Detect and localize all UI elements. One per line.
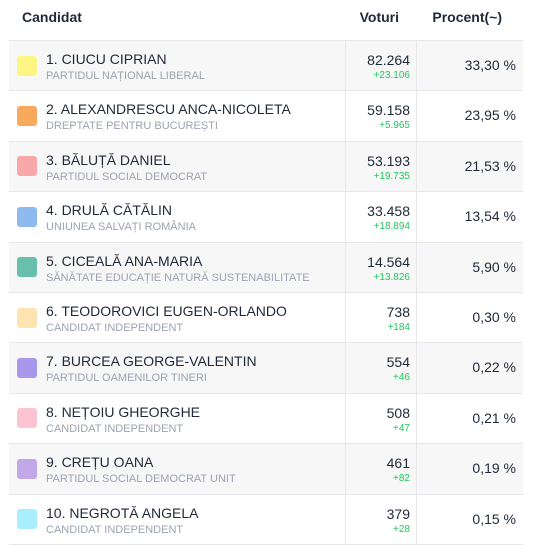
candidate-name: 8. NEȚOIU GHEORGHE <box>46 403 201 420</box>
table-row[interactable]: 10. NEGROTĂ ANGELA CANDIDAT INDEPENDENT 37… <box>9 494 523 545</box>
candidate-cell: 3. BĂLUȚĂ DANIEL PARTIDUL SOCIAL DEMOCRAT <box>46 152 207 183</box>
candidate-cell: 1. CIUCU CIPRIAN PARTIDUL NAȚIONAL LIBERA… <box>46 51 205 82</box>
party-color-swatch <box>17 206 37 227</box>
candidate-name: 7. BURCEA GEORGE-VALENTIN <box>46 353 257 370</box>
votes-cell: 82.264 +23.106 <box>345 41 417 91</box>
candidate-cell: 8. NEȚOIU GHEORGHE CANDIDAT INDEPENDENT <box>46 404 200 435</box>
votes-count: 53.193 <box>367 152 410 169</box>
column-header-percent[interactable]: Procent(~) <box>432 9 502 25</box>
votes-delta: +46 <box>393 372 410 384</box>
votes-count: 82.264 <box>367 52 410 68</box>
percent-value: 0,15 % <box>472 510 516 527</box>
percent-value: 0,30 % <box>472 308 516 325</box>
table-row[interactable]: 9. CREȚU OANA PARTIDUL SOCIAL DEMOCRAT UN… <box>9 444 523 495</box>
votes-count: 508 <box>386 404 410 421</box>
votes-cell: 508 +47 <box>345 393 417 444</box>
results-table: 1. CIUCU CIPRIAN PARTIDUL NAȚIONAL LIBERA… <box>9 40 523 545</box>
table-row[interactable]: 2. ALEXANDRESCU ANCA-NICOLETA DREPTATE PE… <box>9 91 523 142</box>
party-color-swatch <box>17 458 37 479</box>
column-header-candidate[interactable]: Candidat <box>22 9 82 25</box>
votes-delta: +13.826 <box>373 271 410 283</box>
votes-cell: 59.158 +5.965 <box>345 91 417 141</box>
votes-delta: +47 <box>393 422 410 434</box>
party-color-swatch <box>17 307 37 328</box>
candidate-party: CANDIDAT INDEPENDENT <box>46 523 184 536</box>
table-header: Candidat Voturi Procent(~) <box>0 0 537 38</box>
votes-delta: +19.735 <box>373 170 410 182</box>
votes-count: 379 <box>386 505 410 522</box>
candidate-cell: 4. DRULĂ CĂTĂLIN UNIUNEA SALVAȚI ROMÂNIA <box>46 202 196 233</box>
candidate-name: 6. TEODOROVICI EUGEN-ORLANDO <box>46 302 287 319</box>
votes-cell: 461 +82 <box>345 444 417 494</box>
percent-value: 0,22 % <box>472 359 516 376</box>
party-color-swatch <box>17 408 37 429</box>
candidate-party: UNIUNEA SALVAȚI ROMÂNIA <box>46 221 196 234</box>
table-row[interactable]: 6. TEODOROVICI EUGEN-ORLANDO CANDIDAT IND… <box>9 292 523 344</box>
votes-count: 14.564 <box>367 253 410 270</box>
candidate-name: 3. BĂLUȚĂ DANIEL <box>46 151 171 168</box>
candidate-cell: 7. BURCEA GEORGE-VALENTIN PARTIDUL OAMENI… <box>46 353 257 384</box>
votes-count: 461 <box>386 455 410 472</box>
percent-value: 23,95 % <box>464 107 516 124</box>
table-row[interactable]: 5. CICEALĂ ANA-MARIA SĂNĂTATE EDUCAȚIE NA… <box>9 242 523 293</box>
votes-cell: 379 +28 <box>345 494 417 544</box>
votes-count: 59.158 <box>367 102 410 119</box>
candidate-name: 4. DRULĂ CĂTĂLIN <box>46 202 173 219</box>
candidate-name: 2. ALEXANDRESCU ANCA-NICOLETA <box>46 101 291 118</box>
votes-count: 33.458 <box>367 203 410 220</box>
votes-cell: 53.193 +19.735 <box>345 141 417 192</box>
candidate-cell: 5. CICEALĂ ANA-MARIA SĂNĂTATE EDUCAȚIE NA… <box>46 253 310 284</box>
candidate-party: PARTIDUL NAȚIONAL LIBERAL <box>46 70 205 82</box>
percent-value: 0,21 % <box>472 409 516 426</box>
votes-cell: 33.458 +18.894 <box>345 192 417 242</box>
votes-delta: +18.894 <box>373 221 410 233</box>
percent-value: 21,53 % <box>464 157 516 174</box>
candidate-party: PARTIDUL SOCIAL DEMOCRAT UNIT <box>46 473 236 486</box>
votes-delta: +82 <box>393 473 410 485</box>
candidate-party: CANDIDAT INDEPENDENT <box>46 321 184 334</box>
table-row[interactable]: 1. CIUCU CIPRIAN PARTIDUL NAȚIONAL LIBERA… <box>9 41 523 92</box>
candidate-cell: 6. TEODOROVICI EUGEN-ORLANDO CANDIDAT IND… <box>46 303 287 334</box>
candidate-cell: 2. ALEXANDRESCU ANCA-NICOLETA DREPTATE PE… <box>46 101 291 132</box>
column-header-votes[interactable]: Voturi <box>359 9 399 25</box>
percent-value: 13,54 % <box>464 208 516 225</box>
candidate-name: 10. NEGROTĂ ANGELA <box>46 504 199 521</box>
percent-value: 0,19 % <box>472 460 516 477</box>
candidate-name: 9. CREȚU OANA <box>46 454 154 471</box>
party-color-swatch <box>17 257 37 278</box>
candidate-party: DREPTATE PENTRU BUCUREȘTI <box>46 120 218 133</box>
candidate-name: 1. CIUCU CIPRIAN <box>46 51 167 67</box>
percent-value: 33,30 % <box>464 57 516 73</box>
candidate-party: PARTIDUL OAMENILOR TINERI <box>46 372 207 385</box>
candidate-name: 5. CICEALĂ ANA-MARIA <box>46 252 203 269</box>
votes-delta: +28 <box>393 523 410 535</box>
table-row[interactable]: 8. NEȚOIU GHEORGHE CANDIDAT INDEPENDENT 50… <box>9 393 523 445</box>
party-color-swatch <box>17 55 37 76</box>
percent-value: 5,90 % <box>472 258 516 275</box>
votes-cell: 738 +184 <box>345 292 417 343</box>
table-row[interactable]: 7. BURCEA GEORGE-VALENTIN PARTIDUL OAMENI… <box>9 343 523 394</box>
party-color-swatch <box>17 106 37 127</box>
votes-delta: +5.965 <box>379 120 410 132</box>
candidate-party: PARTIDUL SOCIAL DEMOCRAT <box>46 170 208 183</box>
party-color-swatch <box>17 509 37 530</box>
party-color-swatch <box>17 156 37 177</box>
party-color-swatch <box>17 358 37 379</box>
table-row[interactable]: 4. DRULĂ CĂTĂLIN UNIUNEA SALVAȚI ROMÂNIA 3… <box>9 192 523 243</box>
votes-cell: 14.564 +13.826 <box>345 242 417 292</box>
votes-cell: 554 +46 <box>345 343 417 393</box>
candidate-party: CANDIDAT INDEPENDENT <box>46 422 184 435</box>
table-row[interactable]: 3. BĂLUȚĂ DANIEL PARTIDUL SOCIAL DEMOCRAT… <box>9 141 523 193</box>
votes-delta: +184 <box>387 321 410 333</box>
votes-count: 554 <box>386 354 410 371</box>
candidate-cell: 9. CREȚU OANA PARTIDUL SOCIAL DEMOCRAT UN… <box>46 454 236 485</box>
votes-count: 738 <box>386 303 410 320</box>
candidate-cell: 10. NEGROTĂ ANGELA CANDIDAT INDEPENDENT <box>46 505 199 536</box>
candidate-party: SĂNĂTATE EDUCAȚIE NATURĂ SUSTENABILITATE <box>46 271 310 284</box>
votes-delta: +23.106 <box>373 70 410 81</box>
